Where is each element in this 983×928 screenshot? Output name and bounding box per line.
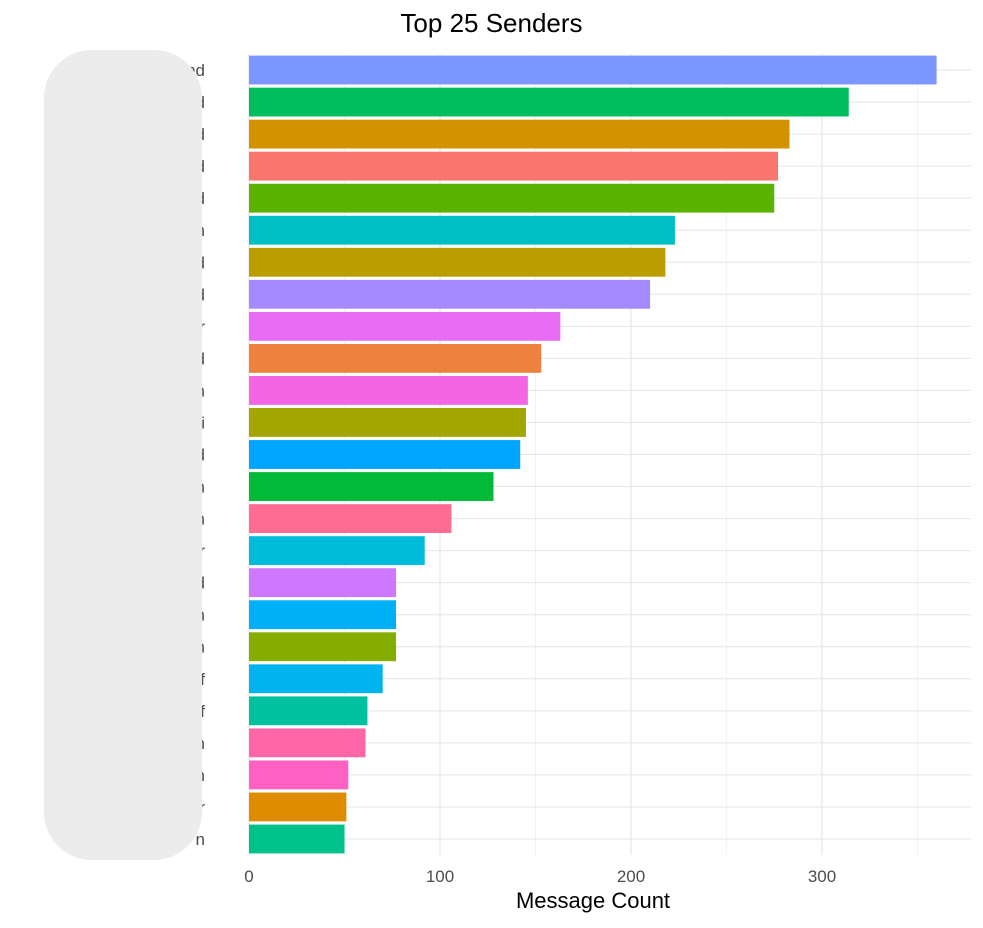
bar <box>249 408 526 437</box>
bar <box>249 568 397 598</box>
bar <box>249 151 779 181</box>
bar <box>249 696 368 726</box>
y-tick-label: n <box>196 830 205 849</box>
bar <box>249 536 425 566</box>
bar <box>249 504 452 533</box>
bar <box>249 440 521 469</box>
x-axis-label: Message Count <box>515 888 671 913</box>
x-tick-labels: 0 100 200 300 <box>244 867 836 886</box>
bar <box>249 760 349 790</box>
bar <box>249 343 542 373</box>
bar <box>249 55 937 85</box>
bars <box>249 55 937 854</box>
bar <box>249 632 397 662</box>
redaction-scribble <box>44 50 202 860</box>
bar <box>249 311 561 341</box>
bar <box>249 600 397 630</box>
bar <box>249 215 675 245</box>
x-tick-label: 100 <box>426 867 454 886</box>
bar <box>249 664 383 694</box>
bar <box>249 728 366 758</box>
bar <box>249 376 528 405</box>
bar <box>249 792 347 822</box>
bar <box>249 472 494 501</box>
x-tick-label: 300 <box>808 867 836 886</box>
bar <box>249 824 345 854</box>
bar <box>249 119 790 149</box>
bar <box>249 247 666 277</box>
x-tick-label: 200 <box>617 867 645 886</box>
chart-title: Top 25 Senders <box>400 8 583 38</box>
bar <box>249 279 651 309</box>
bar <box>249 87 849 117</box>
bar <box>249 183 775 213</box>
x-tick-label: 0 <box>244 867 253 886</box>
